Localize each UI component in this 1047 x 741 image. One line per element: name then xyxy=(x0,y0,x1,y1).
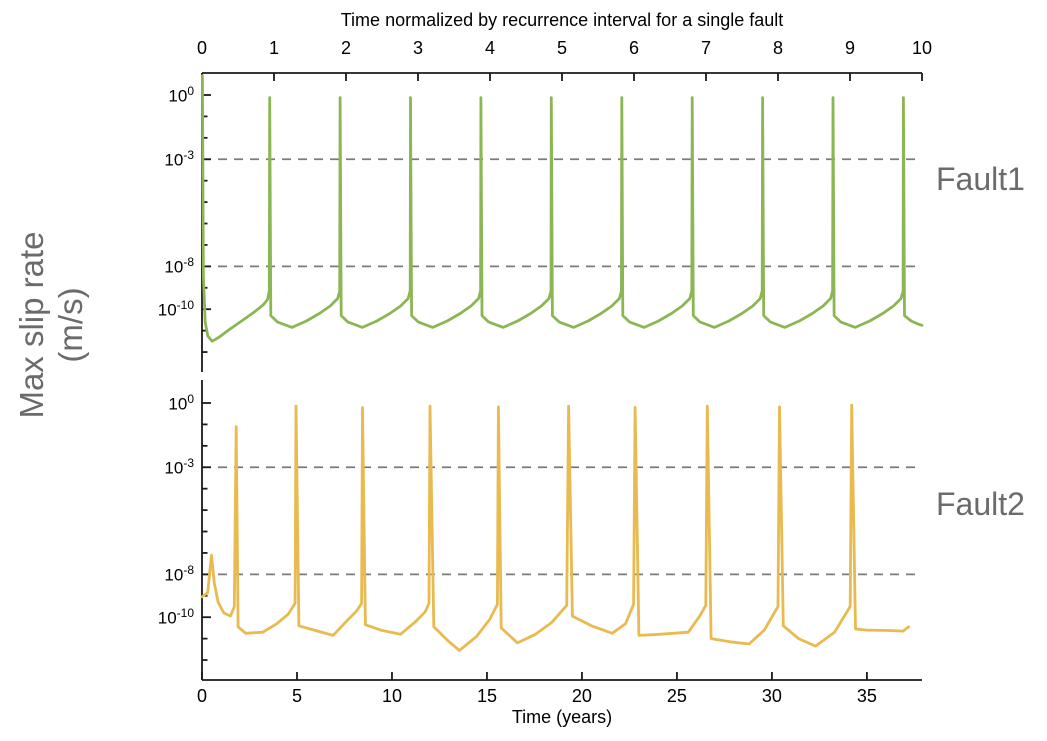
fault1-x-tick-label: 6 xyxy=(628,38,639,58)
fault1-x-tick-label: 7 xyxy=(700,38,711,58)
fault2-x-tick-label: 5 xyxy=(291,686,302,706)
fault1-x-tick-label: 3 xyxy=(412,38,423,58)
fault1-x-tick-label: 0 xyxy=(196,38,207,58)
fault1-x-tick-label: 10 xyxy=(911,38,933,58)
fault2-x-tick-label: 25 xyxy=(666,686,687,706)
y-axis-label: Max slip rate (m/s) xyxy=(13,185,97,465)
fault2-x-tick-label: 35 xyxy=(856,686,877,706)
bottom-axis-title: Time (years) xyxy=(511,707,613,727)
fault2-curve xyxy=(200,403,911,652)
fault1-x-tick-label: 5 xyxy=(556,38,567,58)
fault2-y-tick-label: 10-8 xyxy=(164,563,194,586)
fault2-x-tick-label: 30 xyxy=(761,686,782,706)
fault2-x-tick-label: 15 xyxy=(476,686,497,706)
fault1-x-tick-label: 2 xyxy=(340,38,351,58)
fault1-curve xyxy=(200,74,924,343)
fault1-x-tick-label: 8 xyxy=(772,38,783,58)
fault1-y-tick-label: 10-8 xyxy=(164,255,194,278)
y-axis-label-line2: (m/s) xyxy=(51,287,89,363)
fault1-y-tick-label: 10-3 xyxy=(164,148,194,170)
fault2-x-tick-label: 0 xyxy=(196,686,207,706)
fault2-x-tick-label: 20 xyxy=(571,686,592,706)
fault2-y-tick-label: 100 xyxy=(168,392,194,414)
fault2-x-tick-label: 10 xyxy=(381,686,402,706)
top-axis-title: Time normalized by recurrence interval f… xyxy=(340,10,784,30)
fault2-label: Fault2 xyxy=(936,486,1025,522)
fault1-y-tick-label: 10-10 xyxy=(157,298,194,320)
y-axis-label-line1: Max slip rate xyxy=(13,231,50,419)
fault1-label: Fault1 xyxy=(936,161,1025,197)
fault1-x-tick-label: 1 xyxy=(268,38,279,58)
fault1-x-tick-label: 4 xyxy=(484,38,495,58)
fault1-x-tick-label: 9 xyxy=(844,38,855,58)
fault1-y-tick-label: 100 xyxy=(168,84,194,106)
fault2-y-tick-label: 10-3 xyxy=(164,456,194,478)
fault2-y-tick-label: 10-10 xyxy=(157,606,194,628)
